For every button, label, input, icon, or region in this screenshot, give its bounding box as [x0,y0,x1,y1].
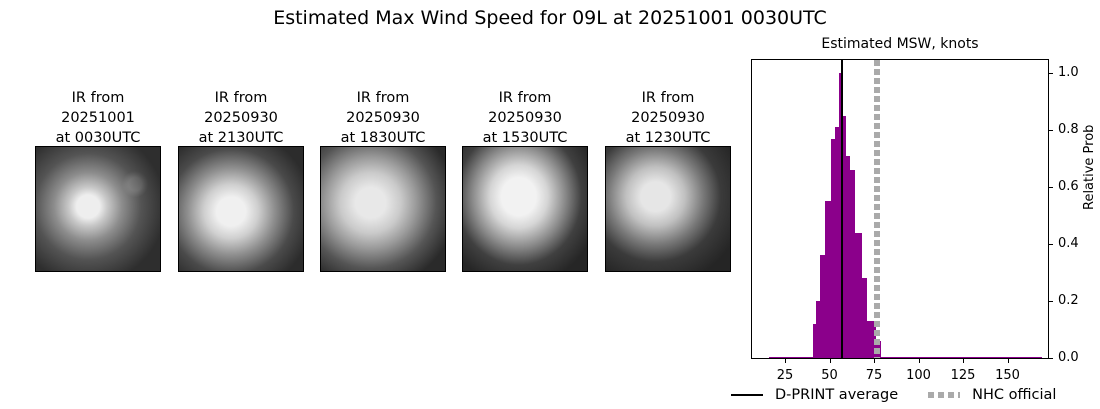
y-tick-label: 0.6 [1058,179,1079,194]
figure-suptitle: Estimated Max Wind Speed for 09L at 2025… [273,7,827,29]
ir-panel-title-line3: at 1830UTC [340,130,426,146]
x-tick-label: 125 [950,368,976,383]
ir-panel-title-line1: IR from [71,90,125,106]
ir-panel-title-line2: 20250930 [204,110,278,126]
legend-label-nhc: NHC official [972,387,1057,403]
x-tick [918,359,920,363]
ir-panel-title-line1: IR from [641,90,695,106]
x-tick [874,359,875,363]
ir-satellite-image [178,146,304,272]
chart-title: Estimated MSW, knots [821,36,979,52]
histogram-bar [834,127,840,358]
x-tick [829,359,831,363]
histogram-bar [842,115,846,358]
ir-panel-title: IR from 20250930 at 1230UTC [605,88,731,148]
ir-panel: IR from 20250930 at 2130UTC [178,88,304,272]
y-tick [1049,187,1053,188]
ir-satellite-image [35,146,161,272]
ir-panel-title-line3: at 1530UTC [482,130,568,146]
x-tick-label: 50 [821,368,838,383]
ir-panel-title-line1: IR from [356,90,410,106]
histogram-bar [825,201,832,358]
x-tick [963,359,964,363]
ir-panel-title: IR from 20251001 at 0030UTC [35,88,161,148]
ir-panel: IR from 20250930 at 1530UTC [462,88,588,272]
y-tick-label: 0.8 [1058,122,1079,137]
nhc-official-line [873,60,880,358]
solid-line-icon [731,394,763,396]
x-tick [785,359,786,363]
y-tick-label: 0.2 [1058,293,1079,308]
histogram-bar [881,356,1043,358]
ir-panel: IR from 20250930 at 1830UTC [320,88,446,272]
y-axis-title: Relative Prob [1082,124,1097,210]
ir-panel: IR from 20250930 at 1230UTC [605,88,731,272]
histogram-bar [820,255,826,358]
histogram-bar [812,323,817,358]
legend-item-dprint: D-PRINT average [731,387,898,403]
ir-panel-title-line3: at 1230UTC [625,130,711,146]
ir-panel-title: IR from 20250930 at 1530UTC [462,88,588,148]
y-tick-label: 0.4 [1058,236,1079,251]
histogram-bar [769,356,813,358]
ir-panel-title-line1: IR from [214,90,268,106]
y-tick [1049,73,1053,74]
histogram-bar [862,278,867,358]
x-tick-label: 25 [776,368,794,383]
histogram-plot-area [751,59,1049,359]
ir-satellite-image [462,146,588,272]
histogram-bar [866,320,877,358]
y-tick [1049,301,1053,302]
histogram-bar [850,169,856,358]
histogram-bar [855,232,862,358]
ir-panel-title: IR from 20250930 at 2130UTC [178,88,304,148]
histogram-bar [816,301,821,358]
y-tick [1049,130,1053,131]
legend-item-nhc: NHC official [928,387,1056,403]
histogram-bar [845,155,851,358]
histogram-bar [839,73,843,358]
ir-panel-title-line3: at 0030UTC [55,130,141,146]
ir-panel-title-line2: 20250930 [631,110,705,126]
y-tick [1049,244,1053,245]
x-tick-label: 100 [906,368,931,383]
x-tick-label: 75 [865,368,883,383]
y-tick [1049,358,1053,359]
ir-satellite-image [605,146,731,272]
dotted-line-icon [928,392,961,398]
ir-panel-title: IR from 20250930 at 1830UTC [320,88,446,148]
ir-panel-title-line2: 20251001 [61,110,135,126]
ir-panel-title-line3: at 2130UTC [198,130,284,146]
x-tick [1007,359,1009,363]
chart-legend: D-PRINT average NHC official [731,387,1086,403]
y-tick-label: 0.0 [1058,350,1079,365]
x-tick-label: 150 [995,368,1020,383]
ir-panel-title-line2: 20250930 [488,110,562,126]
y-tick-label: 1.0 [1058,65,1079,80]
ir-panel: IR from 20251001 at 0030UTC [35,88,161,272]
legend-label-dprint: D-PRINT average [775,387,899,403]
dprint-average-line [841,60,844,358]
ir-satellite-image [320,146,446,272]
ir-panel-title-line1: IR from [498,90,552,106]
ir-panel-title-line2: 20250930 [346,110,420,126]
histogram-bar [831,138,835,358]
